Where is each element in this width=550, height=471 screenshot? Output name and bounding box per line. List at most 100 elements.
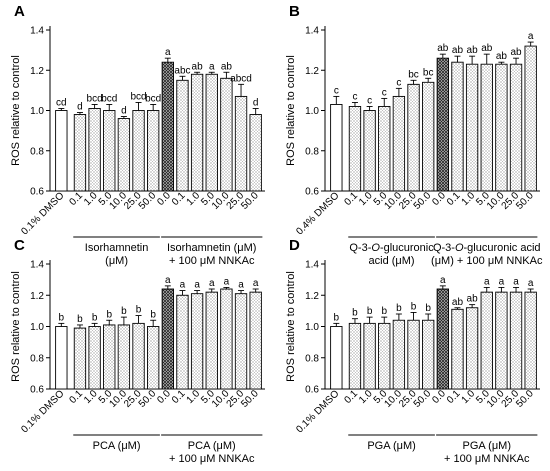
bar — [132, 110, 145, 192]
significance-letter: bcd — [130, 91, 146, 102]
significance-letter: b — [59, 312, 65, 323]
significance-letter: a — [165, 275, 171, 286]
significance-letter: b — [396, 303, 402, 314]
bar — [55, 326, 68, 390]
bar — [330, 104, 343, 192]
y-tick-label: 1.0 — [30, 106, 44, 117]
significance-letter: a — [499, 276, 505, 287]
panel-d: D ROS relative to control 0.6 0.8 1.0 1.2 1.4 b… — [285, 237, 540, 465]
panel-label: B — [289, 3, 300, 20]
bar — [465, 63, 479, 192]
y-tick-label: 0.8 — [305, 353, 319, 364]
bar — [330, 326, 343, 390]
significance-letter: b — [367, 306, 373, 317]
group-label-line: Q-3-O-glucuronic — [349, 242, 434, 254]
significance-letter: a — [194, 280, 200, 291]
significance-letter: bcd — [101, 93, 117, 104]
significance-letter: ab — [437, 43, 449, 54]
bar — [249, 114, 262, 192]
y-tick-label: 1.2 — [30, 66, 44, 77]
y-tick-label: 0.8 — [30, 146, 44, 157]
significance-letter: ab — [452, 45, 464, 56]
group-label: PGA (μM) + 100 μM NNKAc — [444, 440, 530, 465]
significance-letter: ab — [481, 43, 493, 54]
significance-letter: a — [513, 276, 519, 287]
group-label-line: Isorhamnetin — [85, 242, 149, 254]
significance-letter: b — [411, 301, 417, 312]
significance-letter: d — [77, 102, 83, 113]
bar — [73, 327, 87, 390]
significance-letter: c — [396, 77, 401, 88]
bar — [407, 83, 420, 192]
group-label-line: PCA (μM) — [188, 440, 236, 452]
bar — [117, 324, 131, 390]
group-label: PCA (μM) — [93, 440, 141, 452]
significance-letter: ab — [192, 61, 204, 72]
significance-letter: b — [425, 303, 431, 314]
significance-letter: b — [77, 314, 83, 325]
bar — [88, 326, 101, 390]
bar — [249, 291, 262, 390]
group-label-line: Q-3-O-glucuronic acid — [433, 242, 541, 254]
y-tick-label: 0.6 — [305, 187, 319, 198]
significance-letter: ab — [510, 47, 522, 58]
y-tick-label: 1.2 — [305, 66, 319, 77]
significance-letter: a — [238, 280, 244, 291]
significance-letter: b — [136, 305, 142, 316]
significance-letter: bcd — [87, 93, 103, 104]
significance-letter: c — [367, 95, 372, 106]
bar — [524, 45, 537, 192]
y-tick-label: 1.0 — [305, 106, 319, 117]
bar — [451, 61, 464, 192]
significance-letter: ab — [496, 51, 508, 62]
significance-letter: abc — [174, 65, 190, 76]
panel-a: A ROS relative to control 0.6 0.8 1.0 1.2 1.4 c… — [10, 3, 265, 267]
panel-b: B ROS relative to control 0.6 0.8 1.0 1.2 1.4 c… — [285, 3, 543, 267]
bar — [161, 288, 174, 390]
significance-letter: b — [381, 306, 387, 317]
bar — [509, 291, 523, 390]
significance-letter: cd — [56, 97, 67, 108]
significance-letter: a — [180, 280, 186, 291]
significance-letter: bcd — [145, 93, 161, 104]
y-tick-label: 0.6 — [30, 187, 44, 198]
significance-letter: a — [165, 47, 171, 58]
significance-letter: bc — [423, 67, 434, 78]
significance-letter: b — [92, 312, 98, 323]
group-label-line: (μM) — [105, 255, 128, 267]
group-label-line: Isorhamnetin (μM) — [167, 242, 256, 254]
bar — [436, 288, 449, 390]
significance-letter: a — [209, 278, 215, 289]
significance-letter: a — [209, 61, 215, 72]
y-axis-label: ROS relative to control — [285, 271, 297, 382]
y-tick-label: 1.4 — [30, 26, 44, 37]
y-tick-label: 1.2 — [305, 291, 319, 302]
bar — [190, 73, 204, 192]
bar — [509, 63, 523, 192]
significance-letter: a — [528, 278, 534, 289]
significance-letter: b — [106, 309, 112, 320]
bar — [88, 108, 101, 192]
bar — [407, 319, 420, 390]
group-label-line: + 100 μM NNKAc — [444, 453, 530, 465]
y-axis-label: ROS relative to control — [10, 55, 22, 166]
significance-letter: d — [121, 106, 127, 117]
significance-letter: c — [382, 87, 387, 98]
group-label-line: PGA (μM) — [367, 440, 416, 452]
significance-letter: b — [150, 309, 156, 320]
group-label-line: PGA (μM) — [462, 440, 511, 452]
significance-letter: b — [352, 308, 358, 319]
bar — [73, 114, 87, 192]
significance-letter: c — [334, 85, 339, 96]
significance-letter: ab — [467, 294, 479, 305]
bar — [436, 57, 449, 192]
bar — [220, 77, 233, 192]
bar — [422, 319, 435, 390]
bar — [451, 308, 464, 390]
group-label: PCA (μM) + 100 μM NNKAc — [169, 440, 255, 465]
bar — [392, 319, 406, 390]
bar — [117, 118, 131, 192]
bar — [348, 106, 362, 192]
bar — [205, 291, 218, 390]
